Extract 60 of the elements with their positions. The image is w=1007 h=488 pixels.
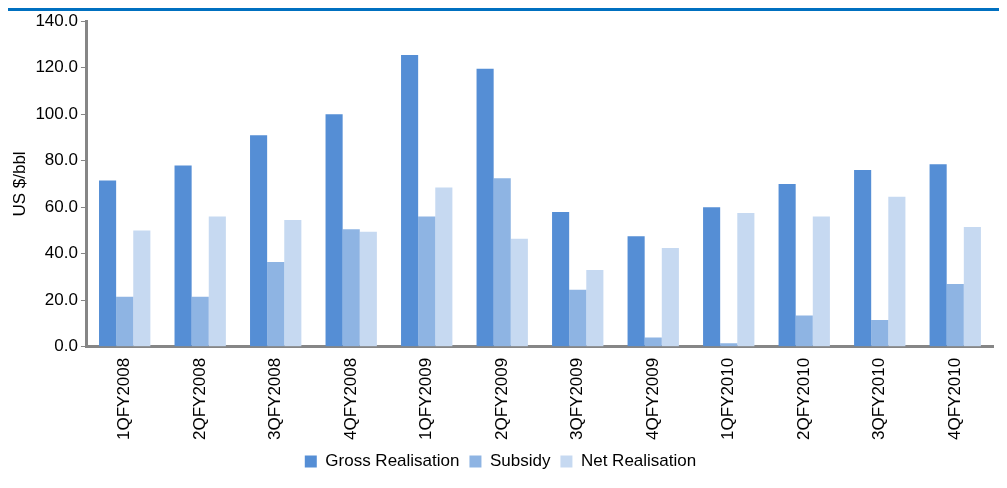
y-tick-label: 60.0 (44, 196, 78, 216)
bar (510, 238, 528, 347)
bar (267, 261, 285, 347)
bar (191, 296, 209, 347)
bar (812, 216, 830, 347)
bar (644, 337, 662, 347)
legend-label: Net Realisation (580, 451, 697, 471)
bar (174, 165, 192, 347)
bar (401, 54, 419, 347)
x-tick-label: 4QFY2008 (340, 357, 360, 441)
bar (854, 170, 872, 347)
bar (871, 320, 889, 347)
bar (778, 183, 796, 347)
y-axis-title: US $/bbl (9, 151, 29, 217)
bar (476, 68, 494, 347)
bar (661, 247, 679, 347)
x-tick-label: 4QFY2010 (944, 357, 964, 441)
bar (250, 135, 268, 347)
bar (208, 216, 226, 347)
y-tick-label: 80.0 (44, 150, 78, 170)
bar (737, 213, 755, 347)
y-tick-label: 40.0 (44, 243, 78, 263)
bar (552, 211, 570, 347)
y-tick-label: 120.0 (35, 57, 78, 77)
bar (99, 180, 117, 347)
bar (627, 236, 645, 347)
x-tick-label: 2QFY2010 (793, 357, 813, 441)
y-tick-label: 20.0 (44, 289, 78, 309)
legend-label: Subsidy (489, 451, 551, 471)
x-tick-label: 2QFY2009 (491, 357, 511, 441)
x-tick-label: 1QFY2008 (114, 357, 134, 441)
bar (493, 178, 511, 347)
bar (116, 296, 134, 347)
bar (325, 114, 343, 347)
bar (963, 227, 981, 347)
x-tick-label: 3QFY2009 (567, 357, 587, 441)
bar (703, 207, 721, 347)
x-tick-label: 1QFY2009 (416, 357, 436, 441)
bar (418, 216, 436, 347)
y-tick-label: 0.0 (54, 336, 78, 356)
bar (946, 283, 964, 347)
bar (359, 231, 377, 347)
x-tick-label: 3QFY2010 (869, 357, 889, 441)
x-tick-label: 2QFY2008 (189, 357, 209, 441)
bar (888, 196, 906, 347)
bar (929, 164, 947, 347)
bar (284, 220, 302, 347)
x-tick-label: 1QFY2010 (718, 357, 738, 441)
bar (342, 229, 360, 347)
bar (133, 230, 151, 347)
y-tick-label: 140.0 (35, 10, 78, 30)
x-tick-label: 3QFY2008 (265, 357, 285, 441)
bar (795, 315, 813, 347)
bar (435, 187, 453, 347)
x-tick-label: 4QFY2009 (642, 357, 662, 441)
bar (720, 343, 738, 347)
y-tick-label: 100.0 (35, 103, 78, 123)
legend-label: Gross Realisation (325, 451, 460, 471)
bar (586, 270, 604, 347)
bar (569, 289, 587, 347)
